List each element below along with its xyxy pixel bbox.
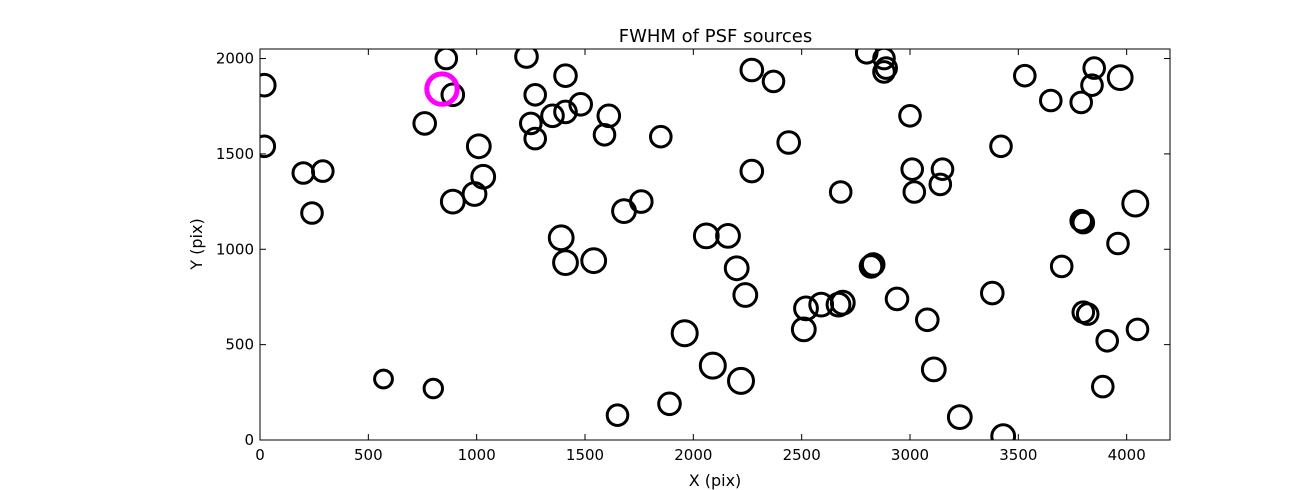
source-marker — [1106, 64, 1134, 91]
x-tick-label: 500 — [354, 446, 383, 464]
source-marker — [915, 307, 940, 333]
source-marker — [552, 249, 579, 277]
source-marker — [440, 82, 466, 108]
source-marker — [260, 134, 277, 159]
source-marker — [300, 201, 324, 225]
source-marker — [829, 289, 856, 316]
source-marker — [260, 72, 277, 98]
source-marker — [900, 157, 925, 181]
x-tick-label: 1000 — [458, 446, 496, 464]
source-marker — [793, 295, 819, 322]
source-marker — [1069, 90, 1093, 115]
source-marker — [920, 356, 947, 383]
source-marker — [514, 49, 539, 69]
source-marker — [761, 69, 786, 94]
source-marker — [727, 366, 755, 395]
source-marker — [930, 157, 955, 181]
source-marker — [1013, 63, 1037, 88]
source-marker — [828, 180, 853, 204]
source-marker — [553, 63, 578, 88]
source-marker — [592, 123, 617, 147]
source-marker — [860, 252, 886, 277]
axes-frame — [259, 48, 1171, 441]
y-tick-label: 1500 — [216, 145, 254, 163]
source-marker — [898, 104, 922, 128]
source-marker — [1039, 88, 1063, 113]
y-tick-label: 0 — [244, 431, 254, 449]
y-axis-ticks: 0 500 1000 1500 2000 — [216, 50, 1170, 449]
source-marker — [1106, 231, 1130, 256]
source-marker — [373, 368, 394, 390]
source-marker — [790, 316, 817, 343]
x-tick-label: 2500 — [783, 446, 821, 464]
highlight-source-marker — [424, 71, 460, 107]
chart-title: FWHM of PSF sources — [619, 26, 813, 47]
source-marker — [698, 351, 727, 380]
source-marker — [1095, 329, 1119, 353]
source-marker — [422, 377, 444, 400]
y-tick-label: 1000 — [216, 240, 254, 258]
source-marker — [670, 319, 699, 348]
source-marker — [872, 60, 896, 84]
source-marker — [465, 133, 492, 160]
source-marker — [980, 280, 1005, 306]
source-marker — [434, 49, 459, 71]
source-marker — [692, 222, 720, 250]
source-marker — [1121, 189, 1150, 218]
source-marker — [547, 224, 575, 252]
source-marker — [580, 247, 608, 275]
source-marker — [629, 189, 654, 214]
source-marker — [1125, 317, 1150, 342]
source-marker — [739, 158, 765, 184]
x-tick-label: 4000 — [1108, 446, 1146, 464]
source-marker — [902, 180, 927, 204]
source-marker — [605, 403, 630, 428]
source-marker — [311, 159, 335, 183]
x-tick-label: 3500 — [999, 446, 1037, 464]
source-marker — [649, 124, 673, 149]
x-axis-ticks: 0 500 1000 1500 2000 2500 3000 3500 4000 — [255, 49, 1146, 464]
x-tick-label: 2000 — [674, 446, 712, 464]
source-marker — [723, 255, 750, 282]
source-marker — [872, 49, 896, 71]
source-marker — [519, 111, 543, 136]
source-marker — [412, 111, 438, 136]
source-marker — [776, 130, 802, 155]
source-marker — [553, 99, 578, 125]
source-marker — [990, 423, 1017, 440]
data-markers — [260, 49, 1150, 440]
y-tick-label: 2000 — [216, 50, 254, 68]
source-marker — [715, 223, 741, 249]
x-axis-label: X (pix) — [689, 471, 742, 490]
source-marker — [1049, 254, 1074, 279]
source-marker — [946, 404, 973, 431]
source-marker — [732, 282, 759, 308]
source-marker — [1069, 208, 1093, 233]
source-marker — [1091, 374, 1115, 399]
source-marker — [858, 254, 884, 279]
y-axis-label: Y (pix) — [187, 218, 206, 270]
source-marker — [568, 92, 594, 117]
source-marker — [739, 57, 765, 83]
source-marker — [540, 103, 565, 129]
x-tick-label: 1500 — [566, 446, 604, 464]
source-marker — [657, 391, 682, 417]
source-marker — [989, 134, 1013, 159]
source-marker — [523, 83, 548, 107]
source-marker — [1080, 73, 1104, 97]
source-marker — [884, 286, 910, 312]
source-marker — [523, 126, 548, 151]
source-marker — [928, 172, 953, 197]
source-marker — [1071, 210, 1096, 235]
x-tick-label: 0 — [255, 446, 265, 464]
source-marker — [439, 188, 466, 215]
source-marker — [1075, 302, 1100, 326]
source-marker — [1082, 56, 1106, 80]
y-tick-label: 500 — [225, 336, 254, 354]
x-tick-label: 3000 — [891, 446, 929, 464]
